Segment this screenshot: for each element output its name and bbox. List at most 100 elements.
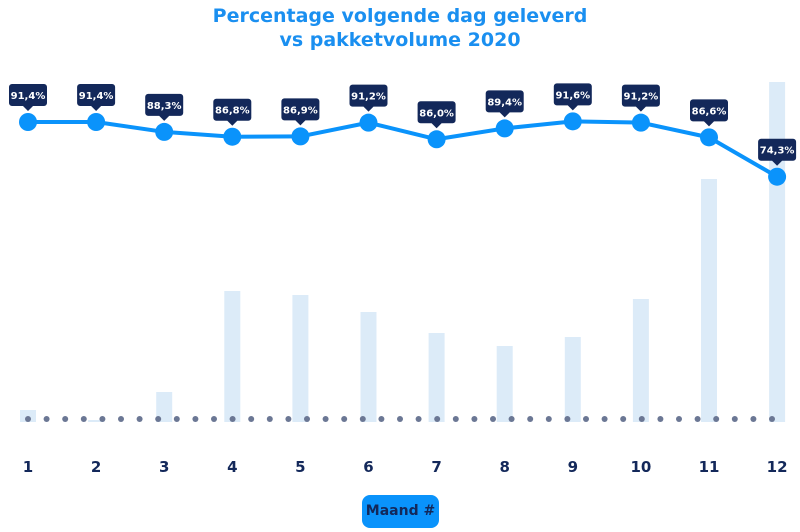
- volume-bar: [701, 179, 717, 422]
- x-tick-label: 8: [499, 458, 509, 476]
- volume-bar: [224, 291, 241, 422]
- data-label: 91,4%: [11, 91, 46, 102]
- volume-bar: [564, 337, 581, 422]
- baseline-dot: [322, 416, 329, 422]
- data-label-box: [485, 90, 524, 118]
- baseline-dot: [25, 416, 31, 422]
- x-tick-label: 10: [630, 458, 651, 476]
- data-point: [155, 122, 174, 141]
- baseline-dot: [62, 416, 69, 422]
- x-tick-label: 9: [568, 458, 578, 476]
- x-tick-label: 11: [699, 458, 720, 476]
- x-axis-label: Maand #: [362, 495, 439, 528]
- baseline-dot: [676, 416, 682, 422]
- baseline-dot: [415, 416, 422, 422]
- data-label-box: [417, 101, 456, 129]
- baseline-dot: [43, 416, 50, 422]
- baseline-dot: [657, 416, 664, 422]
- baseline-dot: [80, 416, 87, 422]
- baseline-dot: [731, 416, 738, 422]
- baseline-dot: [583, 416, 589, 422]
- baseline-dot: [341, 416, 348, 422]
- data-label: 91,6%: [555, 90, 590, 101]
- x-tick-label: 7: [431, 458, 441, 476]
- data-label-box: [553, 83, 592, 111]
- data-point: [631, 113, 650, 132]
- data-label-box: [621, 84, 660, 112]
- volume-bar: [360, 312, 377, 422]
- baseline-dot: [490, 416, 496, 422]
- baseline-dot: [638, 416, 645, 422]
- data-point: [87, 113, 106, 131]
- baseline-dot: [434, 416, 441, 422]
- baseline-dot: [397, 416, 403, 422]
- x-tick-label: 12: [767, 458, 788, 476]
- baseline-dot: [266, 416, 273, 422]
- baseline-dot: [601, 416, 608, 422]
- data-label: 91,4%: [79, 91, 114, 102]
- data-label-box: [349, 84, 388, 112]
- data-label: 86,9%: [283, 105, 318, 116]
- data-point: [427, 130, 446, 149]
- volume-bar: [88, 420, 105, 422]
- data-label-box: [281, 98, 320, 126]
- chart-title-line2: vs pakketvolume 2020: [279, 29, 521, 51]
- baseline-dot: [285, 416, 292, 422]
- x-tick-label: 2: [91, 458, 101, 476]
- baseline-dot: [545, 416, 552, 422]
- data-label: 86,0%: [419, 108, 454, 119]
- volume-bar: [156, 392, 173, 422]
- data-label: 86,6%: [692, 106, 727, 117]
- baseline-dot: [378, 416, 385, 422]
- baseline-dot: [304, 416, 310, 422]
- volume-bar: [292, 295, 309, 422]
- data-label-box: [690, 99, 728, 127]
- data-label-box: [758, 138, 797, 166]
- baseline-dot: [192, 416, 199, 422]
- x-tick-label: 1: [23, 458, 33, 476]
- x-tick-label: 3: [159, 458, 169, 476]
- volume-bar: [496, 346, 513, 422]
- baseline-dot: [155, 416, 162, 422]
- data-point: [291, 127, 310, 146]
- data-point: [359, 113, 378, 132]
- volume-bar: [632, 299, 649, 422]
- baseline-dot: [118, 416, 124, 422]
- data-label-box: [213, 98, 252, 126]
- volume-bar: [769, 82, 786, 422]
- data-label: 89,4%: [487, 97, 522, 108]
- data-label: 74,3%: [760, 146, 795, 157]
- baseline-dot: [99, 416, 106, 422]
- data-label: 91,2%: [351, 92, 386, 103]
- baseline-dot: [750, 416, 757, 422]
- baseline-dot: [620, 416, 627, 422]
- baseline-dot: [136, 416, 143, 422]
- data-point: [495, 119, 514, 138]
- x-tick-label: 6: [363, 458, 373, 476]
- data-label-box: [77, 84, 116, 111]
- baseline-dot: [564, 416, 571, 422]
- series-line: [28, 119, 779, 179]
- chart-title-line1: Percentage volgende dag geleverd: [212, 5, 588, 27]
- baseline-dot: [694, 416, 701, 422]
- data-label: 88,3%: [147, 101, 182, 112]
- data-label: 91,2%: [624, 92, 659, 103]
- data-label: 86,8%: [215, 106, 250, 117]
- data-point: [223, 127, 242, 146]
- baseline-dot: [229, 416, 236, 422]
- baseline-dot: [508, 416, 515, 422]
- x-tick-label: 4: [227, 458, 237, 476]
- baseline-dot: [713, 416, 720, 422]
- volume-bar: [428, 333, 445, 422]
- baseline-dot: [452, 416, 459, 422]
- chart-title: Percentage volgende dag geleverd vs pakk…: [0, 4, 800, 52]
- data-label-box: [9, 84, 47, 111]
- data-point: [700, 128, 718, 147]
- baseline-dot: [359, 416, 366, 422]
- data-point: [563, 112, 582, 131]
- data-label-box: [145, 93, 184, 121]
- x-tick-label: 5: [295, 458, 305, 476]
- baseline-dot: [471, 416, 478, 422]
- baseline-dot: [173, 416, 180, 422]
